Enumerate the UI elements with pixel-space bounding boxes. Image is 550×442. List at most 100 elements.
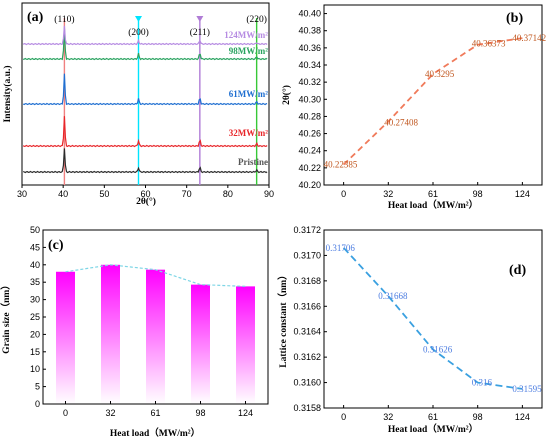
grain-size-bar: [191, 284, 210, 404]
data-label: 0.31626: [423, 345, 453, 355]
y-tick-label: 0.3158: [293, 403, 321, 413]
x-tick-label: 98: [473, 412, 483, 422]
panel-a: Pristine 32MW/m² 61MW/m² 98MW/m² 124MW/m² 30…: [2, 2, 274, 207]
y-tick-label: 0: [35, 399, 40, 409]
y-tick-label: 40.28: [298, 111, 321, 121]
x-tick-label: 0: [341, 412, 346, 422]
y-tick-label: 40.22: [298, 163, 321, 173]
panel-d: 0.31580.31600.31620.31640.31660.31680.31…: [277, 225, 543, 435]
xrd-series-line: [22, 28, 268, 61]
peak-label: (211): [190, 27, 210, 38]
x-tick-label: 61: [428, 189, 438, 199]
data-label: 40.22385: [324, 160, 358, 170]
lattice-constant-line: [342, 247, 523, 390]
peak-marker-arrow: [135, 16, 143, 22]
y-tick-label: 40.20: [298, 180, 321, 190]
grain-size-bar: [101, 264, 120, 404]
panel-b-frame: [323, 4, 543, 186]
y-tick-label: 20: [30, 329, 40, 339]
x-tick-label: 124: [515, 189, 530, 199]
data-label: 0.31668: [378, 291, 408, 301]
y-tick-label: 40.30: [298, 94, 321, 104]
x-tick-label: 98: [473, 189, 483, 199]
series-label: 124MW/m²: [224, 30, 268, 40]
y-tick-label: 0.3170: [293, 250, 321, 260]
y-tick-label: 35: [30, 277, 40, 287]
panel-b: 40.20 40.22 40.24 40.26 40.28 40.30 40.32 40.34…: [281, 4, 546, 211]
panel-b-xlabel: Heat load（MW/m²）: [388, 199, 478, 211]
peak-label: (200): [128, 27, 149, 38]
x-tick-label: 60: [140, 189, 150, 199]
panel-a-ylabel: Intensity(a.u.): [2, 65, 13, 122]
x-tick-label: 61: [150, 408, 160, 418]
y-tick-label: 50: [30, 225, 40, 235]
x-tick-label: 98: [195, 408, 205, 418]
panel-b-ylabel: 2θ(°): [281, 85, 292, 105]
x-tick-label: 0: [341, 189, 346, 199]
peak-label: (110): [54, 14, 74, 25]
data-label: 0.316: [472, 378, 493, 388]
y-tick-label: 40.24: [298, 146, 321, 156]
y-tick-label: 45: [30, 242, 40, 252]
panel-c-xlabel: Heat load（MW/m²）: [110, 427, 200, 439]
y-tick-label: 40.32: [298, 77, 321, 87]
panel-d-xlabel: Heat load（MW/m²）: [388, 423, 478, 435]
panel-d-ylabel: Lattice constant（nm）: [277, 270, 289, 367]
y-tick-label: 0.3168: [293, 276, 321, 286]
y-tick-label: 40.40: [298, 9, 321, 19]
y-tick-label: 40.36: [298, 43, 321, 53]
data-label: 0.31595: [512, 384, 542, 394]
x-tick-label: 124: [238, 408, 253, 418]
data-label: 40.27408: [384, 118, 418, 128]
x-tick-label: 124: [515, 412, 530, 422]
x-tick-label: 30: [17, 189, 27, 199]
grain-size-bar: [236, 286, 255, 404]
y-tick-label: 40.26: [298, 129, 321, 139]
y-tick-label: 15: [30, 347, 40, 357]
x-tick-label: 32: [383, 412, 393, 422]
panel-c: 0 5 10 15 20 25 30 35 40 45 50 0 32 61 98 124 (c) Heat…: [0, 225, 269, 439]
panel-c-ylabel: Grain size（nm）: [0, 280, 12, 354]
y-tick-label: 0.3172: [293, 225, 321, 235]
x-tick-label: 0: [63, 408, 68, 418]
x-tick-label: 40: [58, 189, 68, 199]
panel-a-xlabel: 2θ(°): [136, 196, 156, 207]
grain-size-trend-line: [65, 264, 246, 287]
x-tick-label: 32: [105, 408, 115, 418]
series-label: 32MW/m²: [229, 128, 268, 138]
series-label: 98MW/m²: [229, 46, 268, 56]
xrd-series-line: [22, 25, 268, 46]
y-tick-label: 0.3166: [293, 301, 321, 311]
panel-a-label: (a): [27, 10, 44, 25]
y-tick-label: 10: [30, 364, 40, 374]
y-tick-label: 40: [30, 260, 40, 270]
y-tick-label: 30: [30, 295, 40, 305]
data-label: 0.31706: [326, 243, 356, 253]
x-tick-label: 90: [264, 189, 274, 199]
xrd-series-line: [22, 73, 268, 106]
y-tick-label: 0.3162: [293, 352, 321, 362]
y-tick-label: 40.34: [298, 60, 321, 70]
y-tick-label: 0.3160: [293, 378, 321, 388]
data-label: 40.3295: [425, 69, 455, 79]
y-tick-label: 25: [30, 312, 40, 322]
grain-size-bar: [146, 269, 165, 404]
peak-label: (220): [246, 14, 267, 25]
panel-d-frame: [323, 229, 543, 409]
panel-b-label: (b): [506, 11, 523, 26]
data-label: 40.37142: [512, 33, 546, 43]
y-tick-label: 0.3164: [293, 327, 321, 337]
x-tick-label: 50: [99, 189, 109, 199]
grain-size-bar: [56, 271, 75, 404]
xrd-series-line: [22, 116, 268, 148]
y-tick-label: 5: [35, 382, 40, 392]
data-label: 40.36373: [472, 39, 506, 49]
series-label: 61MW/m²: [229, 89, 268, 99]
x-tick-label: 32: [383, 189, 393, 199]
series-label: Pristine: [238, 157, 268, 167]
x-tick-label: 61: [428, 412, 438, 422]
y-tick-label: 40.38: [298, 26, 321, 36]
heat-2theta-line: [342, 37, 523, 166]
x-tick-label: 80: [223, 189, 233, 199]
